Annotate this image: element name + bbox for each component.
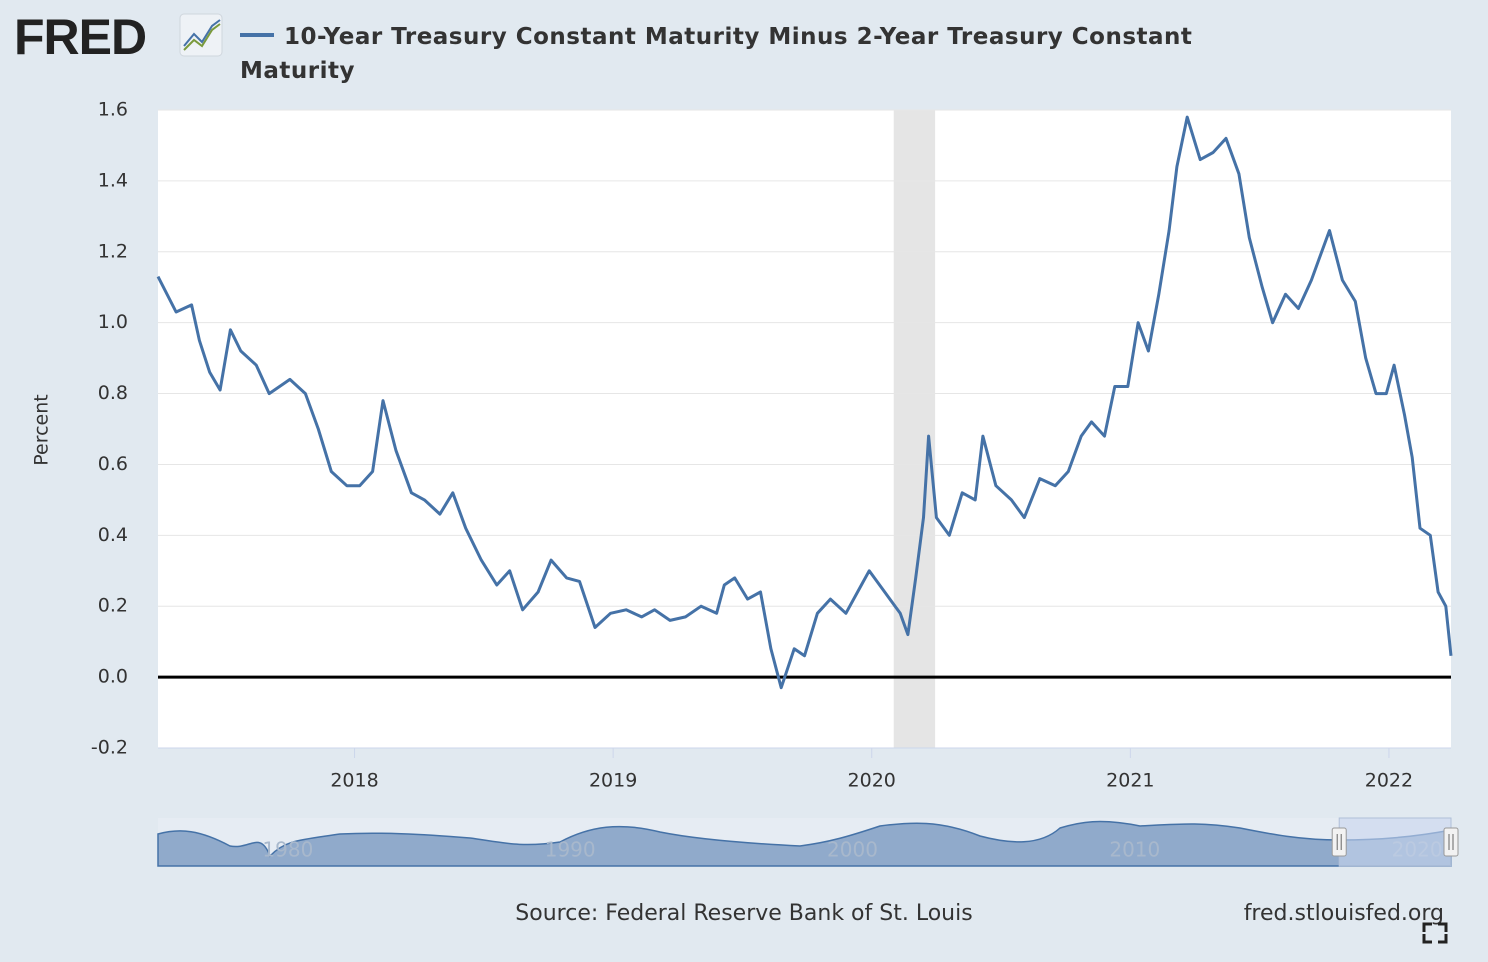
navigator-selection [1338, 817, 1452, 867]
logo-icon-line [183, 23, 221, 51]
x-tick-label: 2021 [1106, 770, 1154, 792]
y-tick-label: 0.6 [98, 453, 128, 475]
x-tick-label: 2022 [1365, 770, 1413, 792]
y-tick-label: -0.2 [91, 737, 128, 759]
navigator-tick-label: 2010 [1109, 838, 1160, 862]
y-tick-label: 1.4 [98, 169, 128, 191]
y-tick-label: 0.4 [98, 524, 128, 546]
navigator-tick-label: 2000 [827, 838, 878, 862]
y-tick-label: 1.6 [98, 99, 128, 121]
y-tick-label: 0.8 [98, 382, 128, 404]
navigator-area [157, 820, 1452, 867]
navigator-handle[interactable] [1443, 827, 1459, 857]
site-link[interactable]: fred.stlouisfed.org [1244, 901, 1444, 926]
logo-icon-line [183, 19, 221, 47]
y-tick-label: 0.0 [98, 666, 128, 688]
x-tick-label: 2018 [330, 770, 378, 792]
y-tick-label: 0.2 [98, 595, 128, 617]
legend-label: 10-Year Treasury Constant Maturity Minus… [240, 24, 1193, 84]
legend-swatch [240, 32, 274, 37]
data-line [156, 115, 1453, 690]
source: Source: Federal Reserve Bank of St. Loui… [515, 901, 972, 926]
logo-icon [179, 13, 223, 57]
y-tick-label: 1.2 [98, 240, 128, 262]
navigator-tick-label: 1980 [262, 838, 313, 862]
recession-shade [893, 110, 936, 748]
x-tick-label: 2020 [848, 770, 896, 792]
legend: 10-Year Treasury Constant Maturity Minus… [240, 20, 1200, 88]
y-tick-label: 1.0 [98, 311, 128, 333]
fullscreen-icon[interactable] [1422, 922, 1448, 944]
navigator-tick-label: 1990 [545, 838, 596, 862]
x-tick-label: 2019 [589, 770, 637, 792]
y-axis-label: Percent [31, 394, 53, 466]
logo[interactable]: FRED [14, 9, 147, 65]
plot-area [158, 110, 1451, 748]
navigator-handle[interactable] [1331, 827, 1347, 857]
